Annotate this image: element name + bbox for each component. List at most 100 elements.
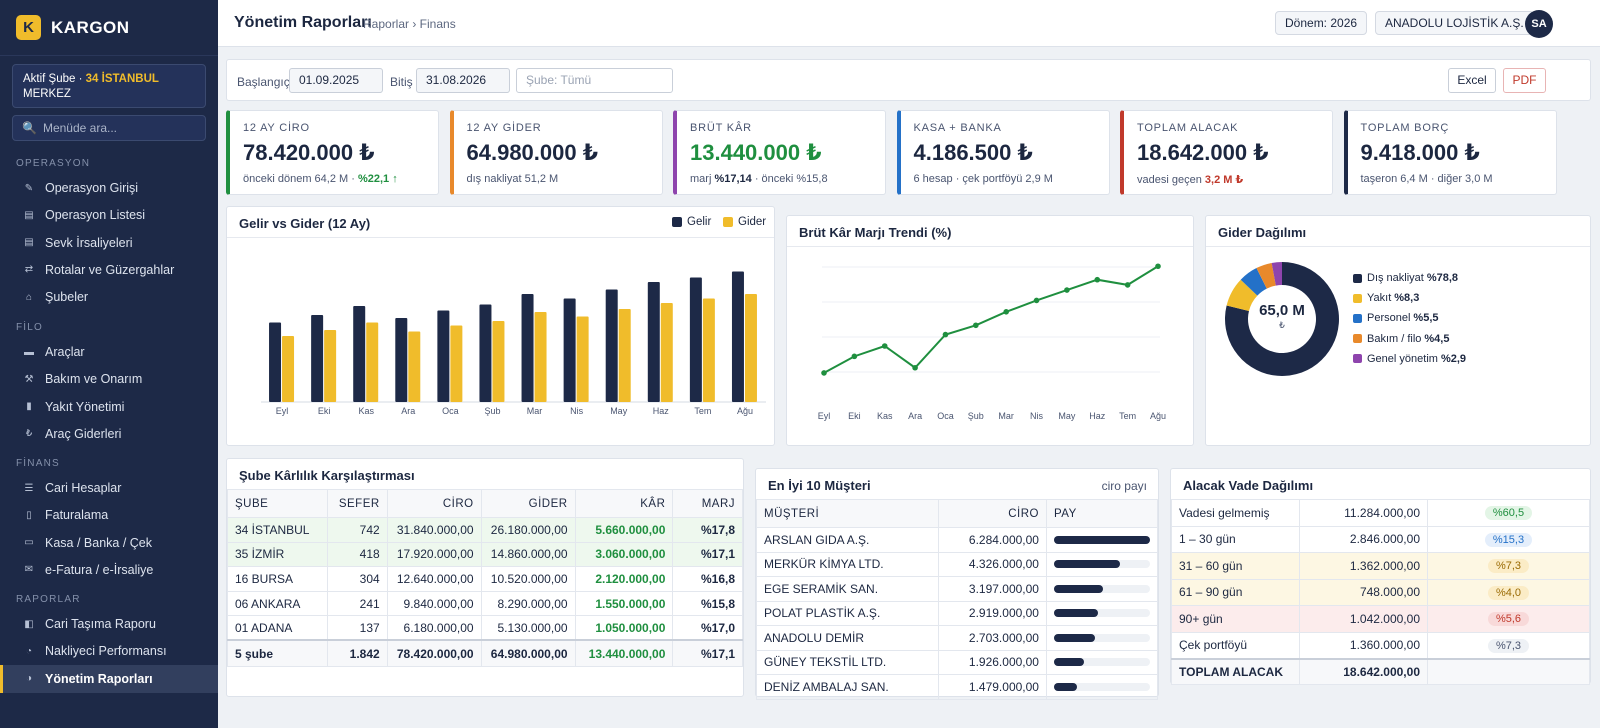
sidebar-item[interactable]: ⚒ Bakım ve Onarım [0,365,218,393]
bar-gider[interactable] [366,322,379,403]
kpi-card[interactable]: BRÜT KÂR 13.440.000 ₺ marj %17,14 · önceki… [673,110,886,195]
pdf-export-button[interactable]: PDF [1503,68,1546,93]
bar-gelir[interactable] [563,298,576,403]
bar-gelir[interactable] [437,310,450,403]
table-row[interactable]: POLAT PLASTİK A.Ş. 2.919.000,00 [756,600,1159,626]
kpi-card[interactable]: 12 AY CİRO 78.420.000 ₺ önceki dönem 64,2 … [226,110,439,195]
sidebar-item[interactable]: ◔ Nakliyeci Performansı [0,637,218,665]
table-row[interactable]: 31 – 60 gün 1.362.000,00 %7,3 [1171,552,1590,580]
sidebar-item[interactable]: ▭ Kasa / Banka / Çek [0,529,218,557]
table-row[interactable]: 16 BURSA 304 12.640.000,00 10.520.000,00 2.1… [227,566,743,592]
column-header[interactable]: MÜŞTERİ [756,499,939,528]
donut-slice[interactable] [1225,262,1339,376]
donut-slice[interactable] [1271,262,1282,286]
kpi-card[interactable]: KASA + BANKA 4.186.500 ₺ 6 hesap · çek por… [896,110,1110,195]
table-row[interactable]: 90+ gün 1.042.000,00 %5,6 [1171,605,1590,633]
table-row[interactable]: EGE SERAMİK SAN. 3.197.000,00 [756,576,1159,602]
margin-point[interactable] [973,322,979,329]
margin-point[interactable] [1155,263,1161,270]
table-row[interactable]: ARSLAN GIDA A.Ş. 6.284.000,00 [756,527,1159,553]
table-row[interactable]: GÜNEY TEKSTİL LTD. 1.926.000,00 [756,649,1159,675]
sidebar-item[interactable]: ◧ Cari Taşıma Raporu [0,610,218,638]
donut-slice[interactable] [1226,279,1258,311]
column-header[interactable]: PAY [1045,499,1159,528]
column-header[interactable]: CİRO [937,499,1047,528]
table-row[interactable]: Vadesi gelmemiş 11.284.000,00 %60,5 [1171,499,1590,527]
bar-gider[interactable] [492,321,505,402]
table-row[interactable]: DENİZ AMBALAJ SAN. 1.479.000,00 [756,674,1159,700]
sidebar-item[interactable]: ◑ Yönetim Raporları [0,664,218,693]
margin-point[interactable] [1064,287,1070,293]
margin-point[interactable] [1094,276,1101,283]
table-row[interactable]: 01 ADANA 137 6.180.000,00 5.130.000,00 1.050… [227,615,743,641]
column-header[interactable]: SEFER [326,489,388,518]
table-row[interactable]: Çek portföyü 1.360.000,00 %7,3 [1171,631,1590,659]
sidebar-item[interactable]: ✎ Operasyon Girişi [0,174,218,202]
margin-point[interactable] [1003,309,1009,315]
bar-gider[interactable] [576,316,589,403]
active-branch[interactable]: Aktif Şube · 34 İSTANBUL MERKEZ [12,64,206,108]
sidebar-item[interactable]: ☰ Cari Hesaplar [0,474,218,502]
menu-search-input[interactable]: 🔍 Menüde ara... [12,115,206,141]
margin-point[interactable] [912,364,918,371]
bar-gider[interactable] [324,330,337,402]
sidebar-item[interactable]: ⌂ Şubeler [0,283,218,311]
margin-point[interactable] [1124,282,1131,288]
bar-gider[interactable] [282,336,295,402]
sidebar-item[interactable]: ▤ Operasyon Listesi [0,201,218,229]
company-selector[interactable]: ANADOLU LOJİSTİK A.Ş. [1375,11,1534,35]
start-date-input[interactable]: 01.09.2025 [289,68,383,93]
table-row[interactable]: 35 İZMİR 418 17.920.000,00 14.860.000,00 3.0… [227,541,743,568]
kpi-card[interactable]: TOPLAM ALACAK 18.642.000 ₺ vadesi geçen 3,… [1120,110,1333,195]
column-header[interactable]: CİRO [386,489,482,518]
donut-slice[interactable] [1240,268,1267,296]
table-row[interactable]: ANADOLU DEMİR 2.703.000,00 [756,625,1159,651]
sidebar-item[interactable]: ⇄ Rotalar ve Güzergahlar [0,256,218,284]
bar-gelir[interactable] [311,315,324,402]
bar-gider[interactable] [618,309,631,402]
sidebar-item[interactable]: ▯ Faturalama [0,501,218,529]
bar-gelir[interactable] [353,306,366,402]
bar-gider[interactable] [660,303,673,402]
table-row[interactable]: MERKÜR KİMYA LTD. 4.326.000,00 [756,551,1159,577]
bar-gelir[interactable] [605,289,618,403]
table-row[interactable]: 06 ANKARA 241 9.840.000,00 8.290.000,00 1.55… [227,590,743,617]
end-date-input[interactable]: 31.08.2026 [416,68,510,93]
sidebar-item[interactable]: ▮ Yakıt Yönetimi [0,393,218,421]
bar-gelir[interactable] [731,271,744,403]
avatar[interactable]: SA [1525,10,1553,38]
margin-point[interactable] [821,370,827,376]
bar-gelir[interactable] [521,294,534,402]
breadcrumb[interactable]: Raporlar › Finans [363,17,456,31]
bar-gider[interactable] [702,298,715,403]
margin-point[interactable] [851,353,858,360]
margin-point[interactable] [1033,297,1040,304]
sidebar-item[interactable]: ₺ Araç Giderleri [0,420,218,448]
column-header[interactable]: GİDER [480,489,576,518]
table-row[interactable]: 1 – 30 gün 2.846.000,00 %15,3 [1171,525,1590,553]
table-row[interactable]: 34 İSTANBUL 742 31.840.000,00 26.180.000,00… [227,517,743,543]
column-header[interactable]: KÂR [574,489,674,518]
bar-gider[interactable] [534,312,547,402]
logo[interactable]: K KARGON [0,0,218,56]
sidebar-item[interactable]: ▬ Araçlar [0,338,218,366]
bar-gider[interactable] [744,294,757,402]
margin-point[interactable] [881,343,888,349]
period-selector[interactable]: Dönem: 2026 [1275,11,1368,35]
bar-gider[interactable] [450,325,463,403]
table-row[interactable]: 61 – 90 gün 748.000,00 %4,0 [1171,578,1590,606]
bar-gider[interactable] [408,331,421,403]
bar-gelir[interactable] [269,322,282,403]
margin-point[interactable] [942,331,949,338]
kpi-card[interactable]: TOPLAM BORÇ 9.418.000 ₺ taşeron 6,4 M · di… [1343,110,1557,195]
column-header[interactable]: MARJ [672,489,743,518]
sidebar-item[interactable]: ▤ Sevk İrsaliyeleri [0,229,218,257]
bar-gelir[interactable] [689,277,702,403]
kpi-card[interactable]: 12 AY GİDER 64.980.000 ₺ dış nakliyat 51,2… [449,110,663,195]
excel-export-button[interactable]: Excel [1448,68,1496,93]
donut-slice[interactable] [1256,262,1276,289]
column-header[interactable]: ŞUBE [227,489,328,518]
bar-gelir[interactable] [647,282,660,402]
bar-gelir[interactable] [395,318,408,402]
sidebar-item[interactable]: ✉ e-Fatura / e-İrsaliye [0,556,218,584]
